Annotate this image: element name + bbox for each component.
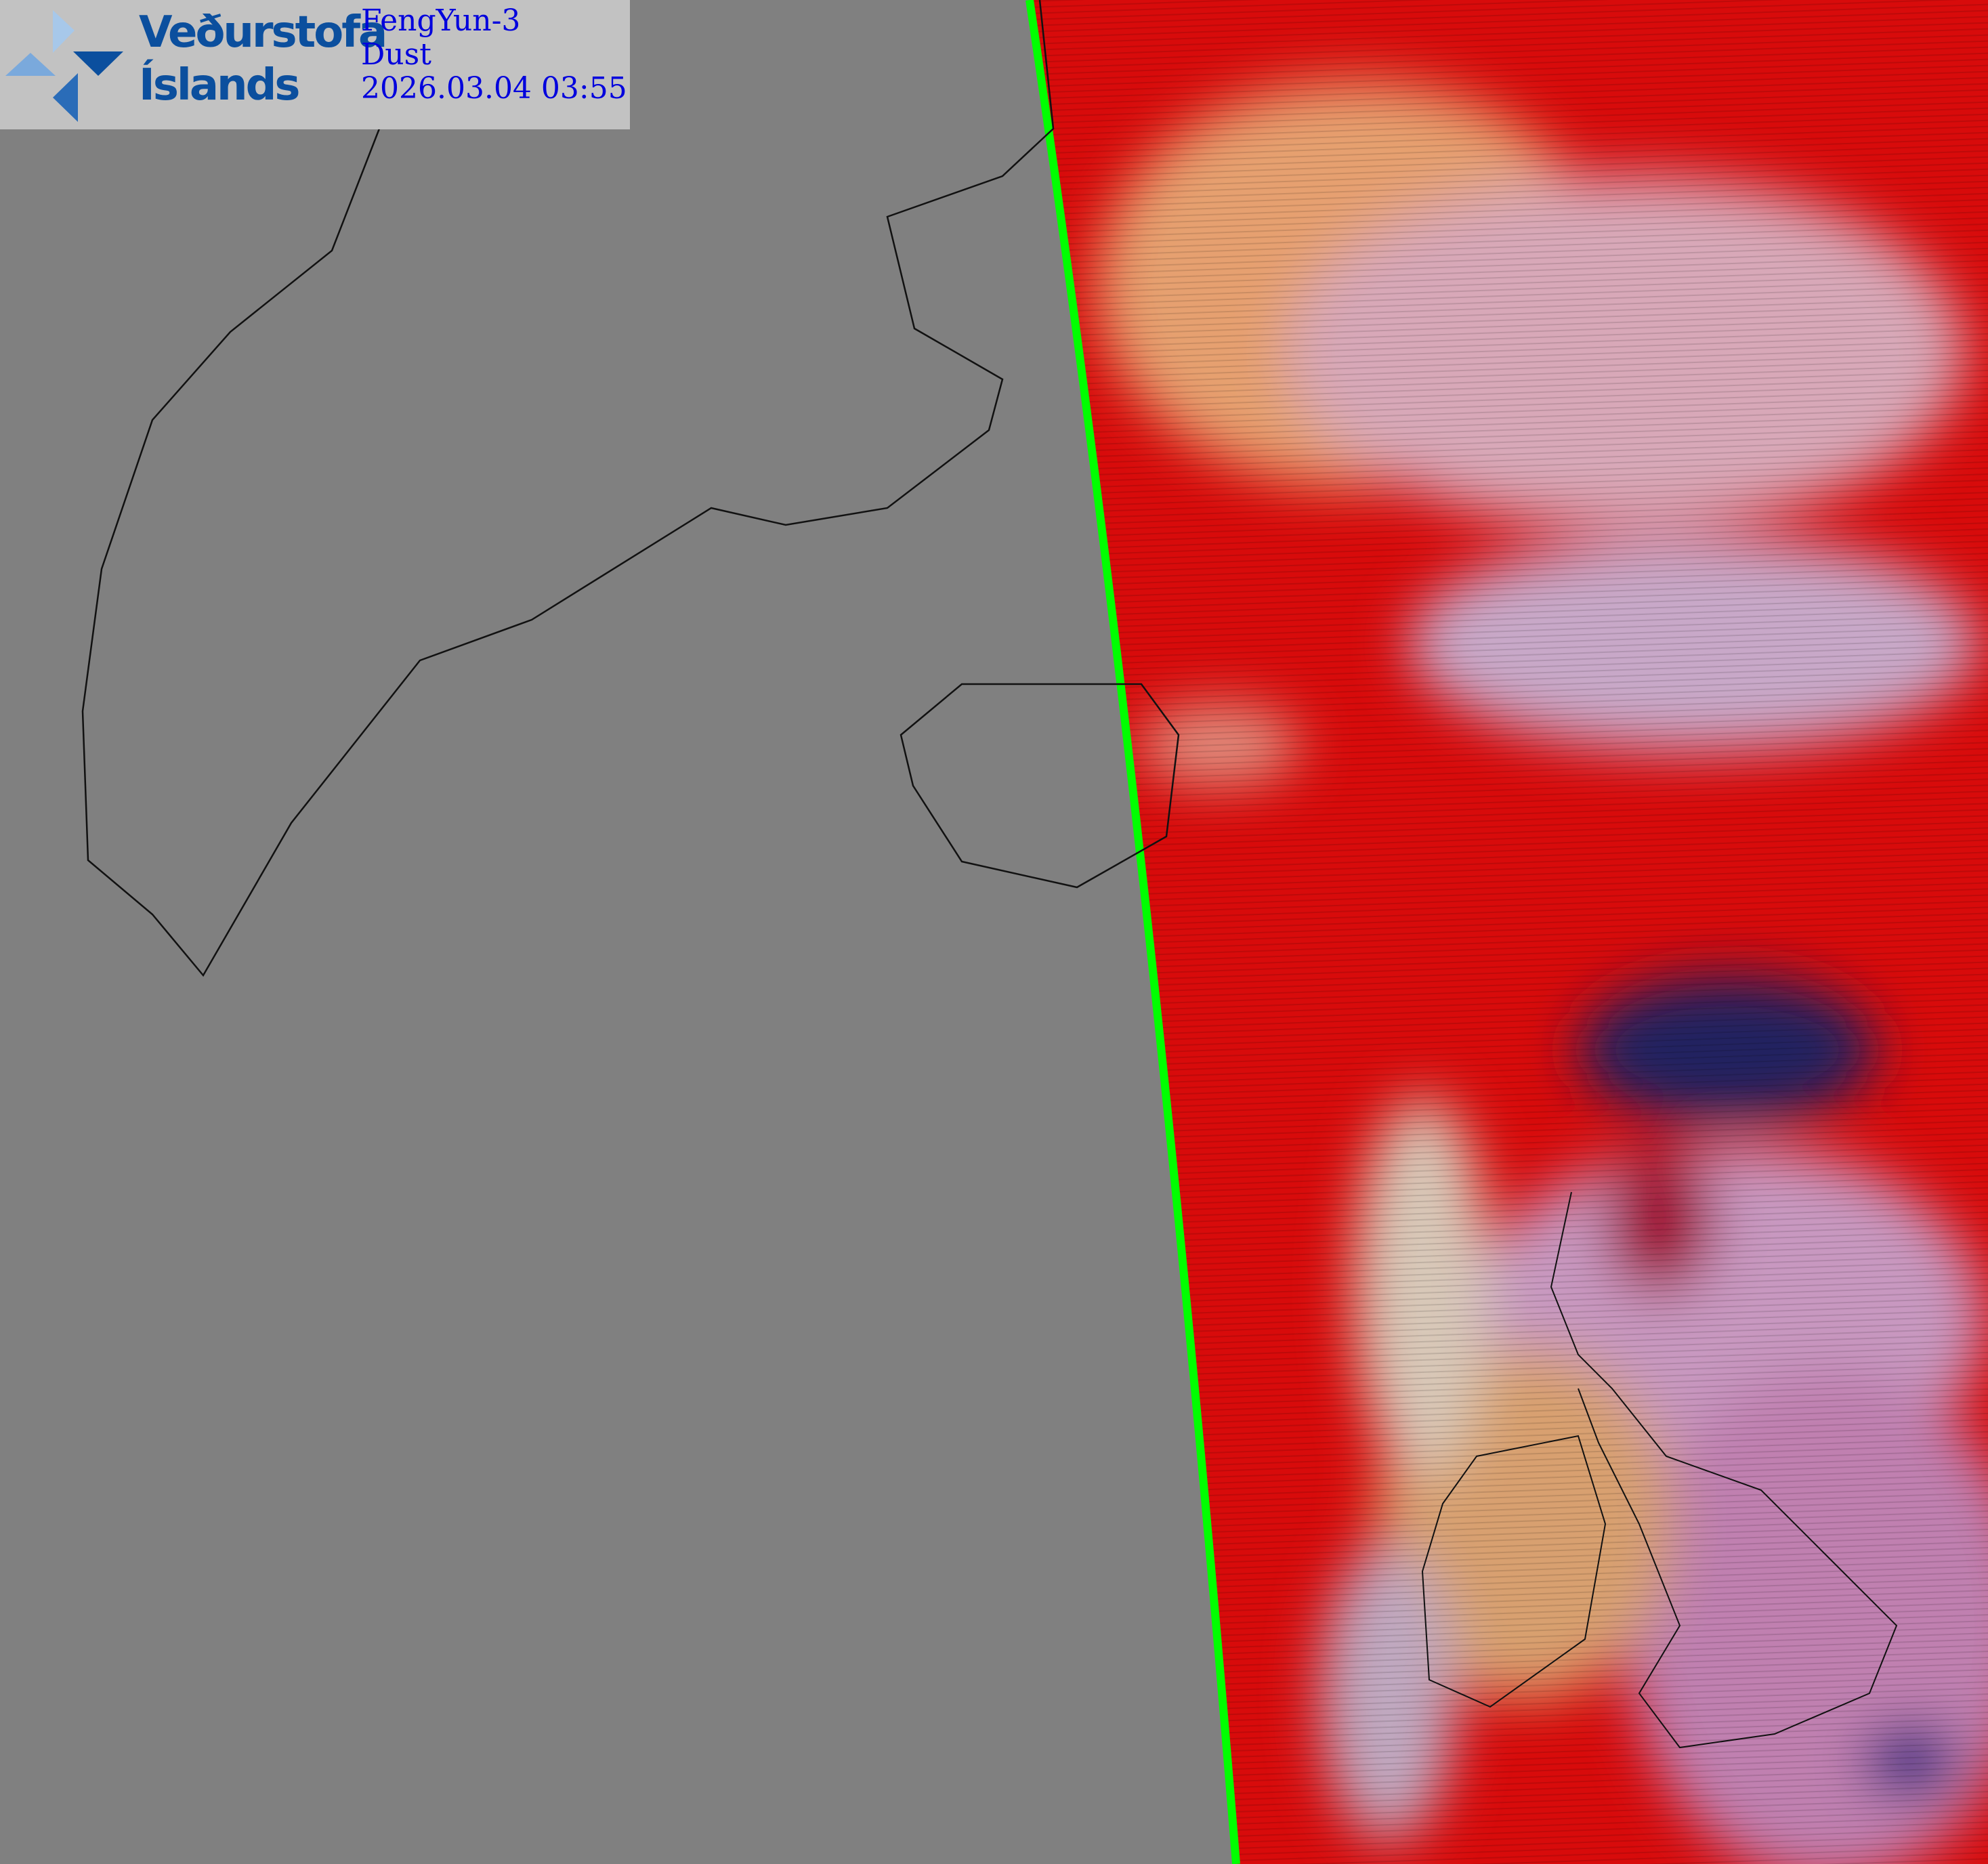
logo-line2: Íslands xyxy=(139,60,300,110)
iceland-coastline xyxy=(900,683,1180,889)
vedurstofa-logo xyxy=(5,10,123,122)
logo-line1: Veðurstofa xyxy=(139,7,387,58)
satellite-swath xyxy=(1030,0,1988,1864)
greenland-coastline xyxy=(81,0,1055,977)
logo-triangle-icon xyxy=(73,51,123,76)
timestamp: 2026.03.04 03:55 xyxy=(361,71,627,106)
logo-triangle-icon xyxy=(5,53,56,76)
header-panel: Veðurstofa Íslands FengYun-3 Dust 2026.0… xyxy=(0,0,630,129)
product-name: Dust xyxy=(361,37,431,72)
swath-edge-line xyxy=(1025,0,1240,1864)
ireland-coastline xyxy=(1421,1435,1607,1708)
satellite-name: FengYun-3 xyxy=(361,3,521,38)
logo-triangle-icon xyxy=(53,73,78,122)
logo-triangle-icon xyxy=(53,10,75,53)
image-info: FengYun-3 Dust 2026.03.04 03:55 xyxy=(361,4,627,106)
uk-coastline xyxy=(1550,1191,1898,1749)
